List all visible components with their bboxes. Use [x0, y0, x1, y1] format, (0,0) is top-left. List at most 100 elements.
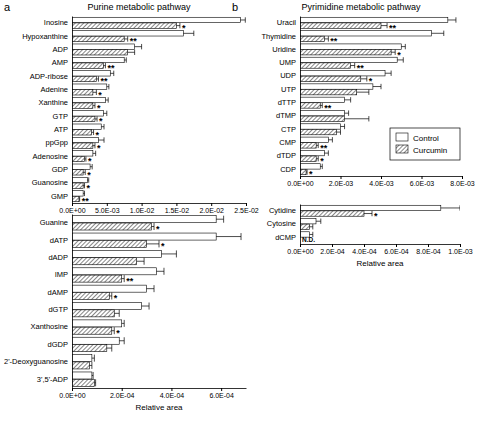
error-cap: [79, 196, 80, 201]
category-label: CTP: [281, 125, 296, 134]
bar: [72, 275, 122, 282]
error-line: [441, 207, 460, 208]
error-cap: [328, 36, 329, 41]
error-cap: [94, 143, 95, 148]
error-line: [109, 295, 111, 296]
bar: [72, 196, 79, 201]
error-bar: [93, 151, 96, 156]
panel-label: a: [4, 1, 11, 13]
error-line: [142, 306, 149, 307]
x-tick-label: 2.5E-02: [234, 207, 259, 214]
significance-note: *: [320, 156, 324, 166]
category-label: GMP: [51, 192, 68, 201]
category-label: dCMP: [275, 233, 296, 242]
error-bar: [351, 63, 355, 68]
significance-note: *: [99, 116, 103, 126]
category-label: IMP: [55, 270, 68, 279]
error-cap: [93, 372, 94, 379]
error-bar: [310, 224, 313, 229]
x-axis: 0.0E+002.0E-044.0E-046.0E-04: [59, 388, 246, 399]
legend-label: Curcumin: [413, 146, 447, 155]
significance-note: *: [309, 169, 313, 179]
error-line: [147, 288, 154, 289]
error-line: [328, 139, 332, 140]
category-label: dADP: [48, 253, 68, 262]
significance-note: **: [100, 76, 108, 86]
error-bar: [324, 36, 328, 41]
bar: [72, 355, 92, 362]
series: [300, 205, 460, 237]
y-tick: ADP-ribose: [30, 72, 72, 81]
significance-note: *: [369, 76, 373, 86]
x-tick-mark: [341, 176, 342, 179]
bar: [72, 156, 85, 161]
error-cap: [104, 137, 105, 142]
error-bar: [85, 156, 86, 161]
x-tick-label: 8.0E-04: [416, 248, 441, 255]
chart: *N.D.0.0E+002.0E-044.0E-046.0E-048.0E-04…: [267, 205, 473, 269]
x-tick-label: 0.0E+00: [287, 248, 313, 255]
error-cap: [312, 224, 313, 229]
error-cap: [318, 156, 319, 161]
bar: [72, 216, 216, 223]
category-label: Inosine: [44, 18, 68, 27]
x-tick-mark: [122, 388, 123, 391]
error-cap: [108, 97, 109, 102]
error-line: [89, 365, 91, 366]
error-cap: [144, 258, 145, 265]
y-tick: dTMP: [276, 111, 300, 120]
y-axis-line: [72, 17, 73, 204]
category-label: GDP: [52, 165, 68, 174]
error-bar: [103, 111, 106, 116]
x-tick-mark: [246, 203, 247, 206]
x-tick: 0.0E+00: [59, 388, 85, 399]
plot-marks: [72, 17, 245, 201]
error-line: [137, 261, 144, 262]
x-tick-mark: [381, 176, 382, 179]
error-cap: [106, 111, 107, 116]
error-line: [216, 236, 241, 237]
error-line: [240, 19, 245, 20]
x-tick-label: 4.0E-04: [352, 248, 377, 255]
chart: **************0.0E+002.0E-034.0E-036.0E-…: [232, 1, 475, 187]
significance-note: *: [88, 156, 92, 166]
x-axis: 0.0E+002.0E-044.0E-046.0E-048.0E-041.0E-…: [287, 244, 472, 255]
significance-note: *: [116, 328, 120, 338]
error-cap: [141, 44, 142, 49]
x-tick-mark: [428, 244, 429, 247]
y-tick: dGDP: [48, 340, 72, 349]
chart-title: Purine metabolic pathway: [87, 2, 191, 12]
bar: [72, 285, 147, 292]
bar: [300, 211, 364, 216]
category-label: Adenine: [40, 85, 68, 94]
error-bar: [361, 76, 367, 81]
bar: [72, 44, 135, 49]
error-cap: [372, 211, 373, 216]
x-tick-mark: [364, 244, 365, 247]
bar: [72, 71, 110, 76]
legend-swatch: [396, 145, 408, 153]
bar: [300, 124, 341, 129]
category-label: AMP: [52, 58, 68, 67]
category-label: Uracil: [277, 18, 297, 27]
x-tick-label: 2.0E-04: [320, 248, 345, 255]
error-bar: [137, 258, 144, 265]
y-tick: dAMP: [48, 288, 72, 297]
error-bar: [89, 362, 91, 369]
error-line: [114, 313, 119, 314]
error-bar: [147, 285, 154, 292]
error-bar: [216, 233, 241, 240]
series: [300, 23, 395, 175]
y-tick: Xanthosine: [30, 322, 72, 331]
bar: [72, 320, 122, 327]
bar: [72, 372, 92, 379]
bar: [72, 240, 147, 247]
error-bar: [142, 303, 149, 310]
significance-note: *: [156, 224, 160, 234]
error-cap: [307, 169, 308, 174]
error-cap: [114, 327, 115, 334]
bar: [72, 116, 95, 121]
error-cap: [108, 84, 109, 89]
x-tick: 4.0E-04: [160, 388, 185, 399]
error-bar: [345, 97, 351, 102]
